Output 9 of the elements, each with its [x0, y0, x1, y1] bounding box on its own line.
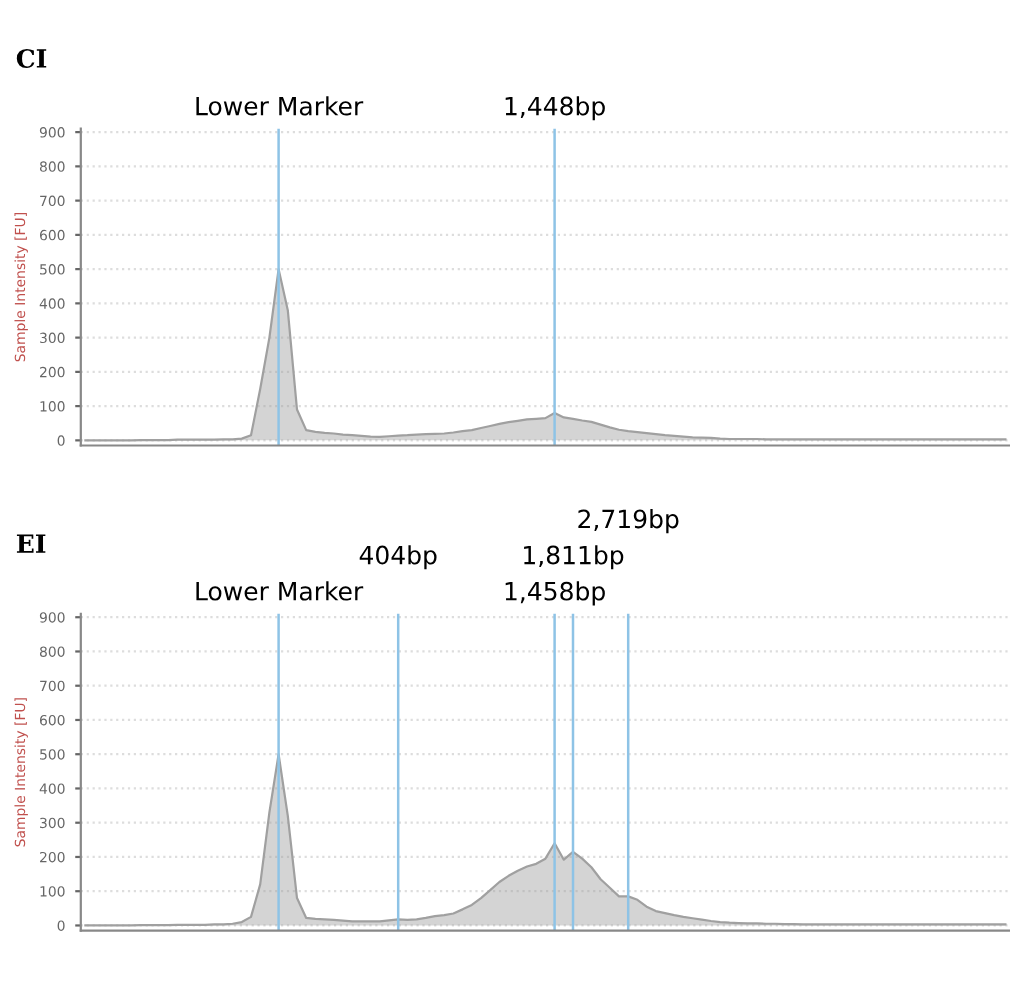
text: Lower Marker	[196, 96, 364, 116]
text: 404bp	[359, 545, 437, 570]
chart-title: CI	[16, 49, 47, 68]
text: 1,448bp	[505, 96, 605, 121]
text: 1,811bp	[524, 545, 624, 570]
text: 2,719bp	[578, 509, 679, 534]
chart-title: EI	[16, 534, 46, 553]
text: 1,458bp	[505, 581, 605, 606]
text: Lower Marker	[196, 581, 364, 601]
